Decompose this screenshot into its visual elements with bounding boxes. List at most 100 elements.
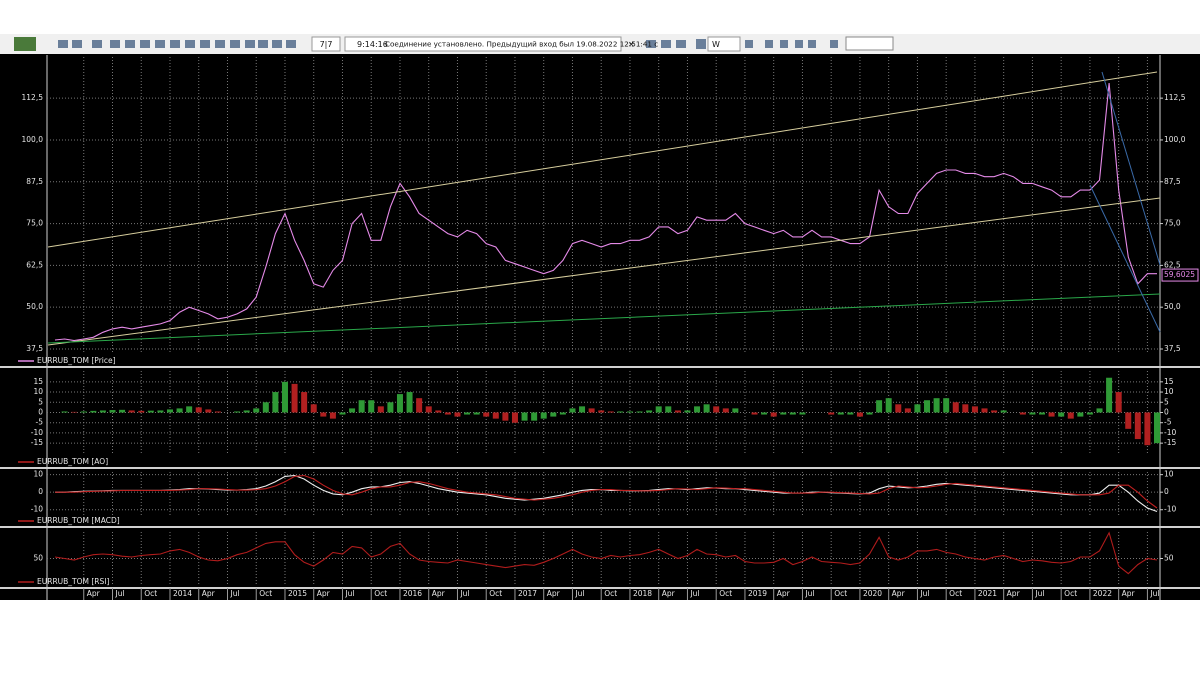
bar bbox=[761, 412, 768, 415]
icon[interactable] bbox=[185, 40, 195, 48]
icon[interactable] bbox=[72, 40, 82, 48]
icon[interactable] bbox=[676, 40, 686, 48]
icon[interactable] bbox=[125, 40, 135, 48]
bar bbox=[885, 398, 892, 413]
bar bbox=[157, 410, 164, 413]
bar bbox=[646, 410, 653, 413]
icon[interactable] bbox=[230, 40, 240, 48]
status-box[interactable] bbox=[344, 36, 622, 52]
period-box[interactable] bbox=[707, 36, 741, 52]
bar bbox=[310, 404, 317, 413]
bar bbox=[1067, 412, 1074, 419]
icon[interactable] bbox=[272, 40, 282, 48]
bar bbox=[655, 406, 662, 413]
x-tick-label: 2016 bbox=[403, 589, 422, 598]
icon[interactable] bbox=[795, 40, 803, 48]
trend-line bbox=[1089, 184, 1161, 333]
search-box[interactable] bbox=[845, 36, 894, 51]
bar bbox=[119, 409, 126, 413]
bar bbox=[396, 394, 403, 413]
counter: 7|7 bbox=[320, 40, 333, 49]
bar bbox=[253, 408, 260, 413]
icon[interactable] bbox=[696, 39, 706, 49]
icon[interactable] bbox=[215, 40, 225, 48]
last-value-box bbox=[1161, 268, 1199, 282]
icon[interactable] bbox=[646, 40, 656, 48]
icon[interactable] bbox=[92, 40, 102, 48]
bar bbox=[205, 409, 212, 413]
bar bbox=[262, 402, 269, 413]
bar bbox=[454, 412, 461, 417]
y-tick-label: 15 bbox=[33, 377, 43, 386]
y-tick-label: 50 bbox=[33, 554, 43, 563]
icon[interactable] bbox=[745, 40, 753, 48]
bar bbox=[1019, 412, 1026, 415]
icon[interactable] bbox=[140, 40, 150, 48]
x-tick-label: Oct bbox=[1064, 589, 1077, 598]
icon[interactable] bbox=[155, 40, 165, 48]
counter-box[interactable] bbox=[311, 36, 341, 52]
bar bbox=[444, 412, 451, 415]
y-tick-label: -10 bbox=[1164, 505, 1176, 514]
bar bbox=[406, 392, 413, 413]
bar bbox=[895, 404, 902, 413]
bar bbox=[272, 392, 279, 413]
bar bbox=[1058, 412, 1065, 417]
bar bbox=[674, 410, 681, 413]
bar bbox=[339, 412, 346, 415]
x-tick-label: 2014 bbox=[173, 589, 192, 598]
y-tick-label: 10 bbox=[1164, 387, 1174, 396]
y-tick-label: 100,0 bbox=[1164, 135, 1186, 144]
icon[interactable] bbox=[830, 40, 838, 48]
bar bbox=[234, 411, 241, 413]
icon[interactable] bbox=[200, 40, 210, 48]
x-tick-label: 2018 bbox=[633, 589, 652, 598]
icon[interactable] bbox=[661, 40, 671, 48]
bar bbox=[876, 400, 883, 413]
y-tick-label: -5 bbox=[1164, 418, 1172, 427]
bar bbox=[377, 406, 384, 413]
bar bbox=[521, 412, 528, 421]
bar bbox=[387, 402, 394, 413]
bar bbox=[71, 411, 78, 413]
bar bbox=[962, 404, 969, 413]
close-button[interactable]: ✕ bbox=[628, 40, 635, 49]
bar bbox=[320, 412, 327, 417]
icon[interactable] bbox=[780, 40, 788, 48]
window bbox=[0, 34, 1200, 600]
bar bbox=[856, 412, 863, 417]
y-tick-label: -15 bbox=[1164, 438, 1176, 447]
icon[interactable] bbox=[258, 40, 268, 48]
bar bbox=[511, 412, 518, 423]
bar bbox=[492, 412, 499, 419]
legend-label: EURRUB_TOM [RSI] bbox=[37, 577, 109, 586]
x-tick-label: 2019 bbox=[748, 589, 767, 598]
icon[interactable] bbox=[58, 40, 68, 48]
x-tick-label: Oct bbox=[604, 589, 617, 598]
bar bbox=[291, 383, 298, 413]
icon[interactable] bbox=[170, 40, 180, 48]
x-tick-label: Apr bbox=[87, 589, 101, 598]
icon[interactable] bbox=[765, 40, 773, 48]
y-tick-label: -10 bbox=[1164, 428, 1176, 437]
bar bbox=[847, 412, 854, 415]
bar bbox=[128, 410, 135, 413]
bar bbox=[186, 406, 193, 413]
bar bbox=[943, 398, 950, 413]
x-tick-label: Apr bbox=[432, 589, 446, 598]
bar bbox=[425, 406, 432, 413]
icon[interactable] bbox=[808, 40, 816, 48]
bar bbox=[770, 412, 777, 417]
icon[interactable] bbox=[110, 40, 120, 48]
icon[interactable] bbox=[286, 40, 296, 48]
icon[interactable] bbox=[245, 40, 255, 48]
y-tick-label: 37,5 bbox=[26, 344, 43, 353]
y-tick-label: 112,5 bbox=[1164, 93, 1186, 102]
bar bbox=[540, 412, 547, 419]
last-value-label: 59,6025 bbox=[1164, 270, 1195, 279]
bar bbox=[971, 406, 978, 413]
y-tick-label: -5 bbox=[36, 418, 44, 427]
legend-label: EURRUB_TOM [MACD] bbox=[37, 516, 120, 525]
x-tick-label: Apr bbox=[662, 589, 676, 598]
